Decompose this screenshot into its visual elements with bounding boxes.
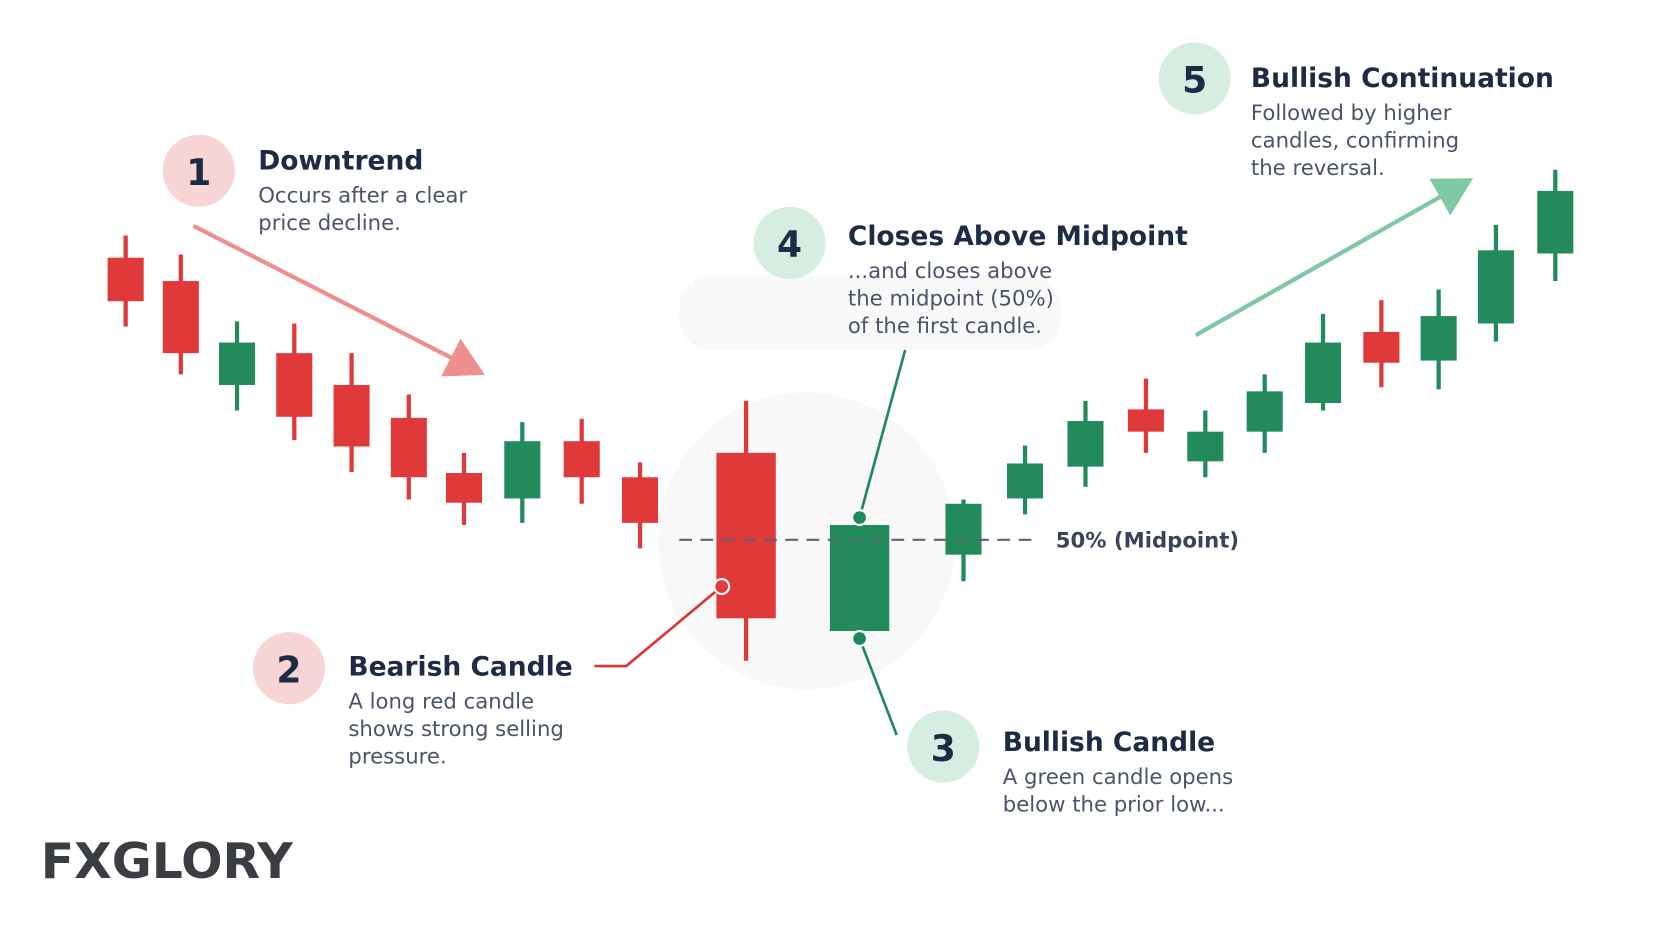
connector [594, 585, 723, 668]
callout-text: A green candle opens [1003, 765, 1233, 790]
callout-text: shows strong selling [348, 717, 563, 742]
callout-text: ...and closes above [848, 259, 1052, 284]
callout-badge [162, 134, 235, 207]
continuation-arrow [1194, 178, 1474, 337]
callout-number: 2 [276, 649, 301, 691]
callout-text: below the prior low... [1003, 792, 1225, 817]
candle-body [1477, 250, 1514, 324]
candle-body [1187, 431, 1224, 462]
callout-text: of the first candle. [848, 314, 1042, 339]
candle-body [1420, 316, 1457, 361]
callout-number: 5 [1182, 60, 1207, 102]
callout-number: 3 [931, 728, 956, 770]
callout-text: Occurs after a clear [258, 184, 467, 209]
logo: FXGLORY [41, 833, 294, 890]
connector-dot [851, 629, 869, 647]
candle-body [445, 473, 483, 503]
callout-title: Bearish Candle [348, 652, 572, 683]
candle-body [1363, 331, 1400, 363]
candle-body [504, 441, 541, 499]
candle-body [162, 281, 199, 354]
callout-text: price decline. [258, 211, 401, 236]
candle-body [945, 503, 982, 555]
callout-text: the midpoint (50%) [848, 286, 1054, 311]
candle-body [1067, 421, 1104, 467]
callout-number: 4 [777, 224, 802, 266]
candles [107, 169, 1574, 661]
callout-title: Bullish Candle [1003, 727, 1215, 758]
candle-body [1006, 463, 1044, 499]
candle-body [333, 384, 370, 447]
connector [858, 637, 898, 736]
midpoint-label: 50% (Midpoint) [1056, 528, 1239, 553]
callout-title: Bullish Continuation [1251, 63, 1554, 94]
candle-body [829, 524, 890, 632]
candle-body [218, 342, 256, 385]
candle-body [1537, 190, 1574, 254]
callout-title: Closes Above Midpoint [848, 221, 1188, 252]
downtrend-arrow [192, 224, 485, 377]
connector [858, 349, 907, 518]
candle-body [1305, 342, 1342, 404]
callout-number: 1 [186, 152, 211, 194]
candle-body [390, 417, 427, 478]
candle-body [622, 477, 659, 523]
candle-body [107, 257, 144, 302]
callout-badge [1158, 42, 1231, 115]
callout-badge [753, 206, 826, 279]
connector-dot [713, 578, 731, 595]
callout-title: Downtrend [258, 146, 423, 177]
callout-badge [252, 632, 326, 705]
candle-body [276, 353, 313, 417]
candle-body [1246, 391, 1283, 432]
callout-text: the reversal. [1251, 156, 1385, 181]
callout-text: candles, confirming [1251, 128, 1459, 153]
callout-badge [907, 710, 980, 783]
connector-dot [851, 509, 869, 527]
candle-body [563, 441, 600, 478]
callout-text: Followed by higher [1251, 101, 1452, 126]
callout-text: A long red candle [348, 689, 534, 714]
callout-text: pressure. [348, 745, 446, 770]
candle-body [1127, 409, 1164, 432]
